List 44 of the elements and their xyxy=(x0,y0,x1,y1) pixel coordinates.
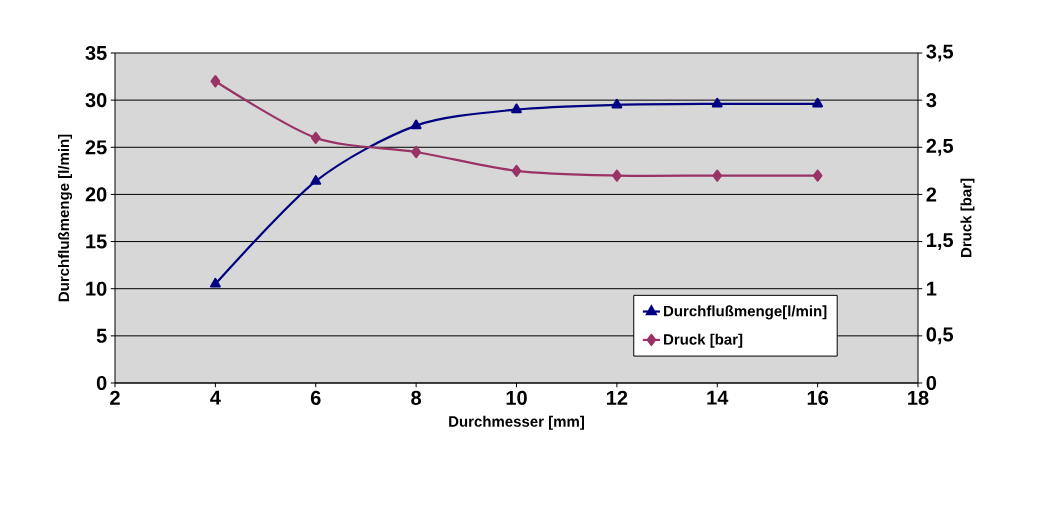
x-tick-label: 2 xyxy=(110,390,120,405)
point xyxy=(511,164,522,177)
point xyxy=(712,169,723,182)
point xyxy=(410,119,422,130)
y2-tick-label: 0,5 xyxy=(926,327,954,345)
y-tick-label: 15 xyxy=(86,234,107,249)
x-tick-label: 10 xyxy=(506,390,527,405)
y2-tick-label: 1 xyxy=(927,281,937,296)
point xyxy=(612,169,622,182)
point xyxy=(611,98,623,109)
x-tick-label: 4 xyxy=(210,390,221,405)
y2-tick-label: 2,5 xyxy=(926,138,954,156)
y2-tick-label: 3,5 xyxy=(926,44,954,62)
x-tick-label: 14 xyxy=(707,390,729,405)
point xyxy=(411,145,421,159)
x-axis-title: Durchmesser [mm] xyxy=(449,415,584,430)
y-axis-title: Durchflußmenge [l/min] xyxy=(58,134,73,302)
point xyxy=(209,277,221,288)
point xyxy=(812,97,824,108)
y-tick-label: 20 xyxy=(85,187,107,202)
y2-tick-label: 3 xyxy=(926,93,937,108)
x-tick-label: 12 xyxy=(607,390,628,405)
y-tick-label: 25 xyxy=(85,140,107,155)
y2-tick-label: 0 xyxy=(926,375,937,391)
point xyxy=(310,175,322,185)
point xyxy=(511,103,522,114)
y-tick-label: 5 xyxy=(96,328,107,343)
x-tick-label: 6 xyxy=(310,390,321,405)
x-tick-label: 8 xyxy=(411,390,422,405)
y-tick-label: 0 xyxy=(96,375,107,391)
y-tick-label: 10 xyxy=(86,281,107,296)
y2-tick-label: 1,5 xyxy=(927,233,954,250)
y2-tick-label: 2 xyxy=(926,187,937,202)
legend-label: Durchflußmenge[l/min] xyxy=(664,305,827,320)
x-tick-label: 16 xyxy=(807,390,829,405)
point xyxy=(210,75,221,88)
y-tick-label: 30 xyxy=(85,93,107,108)
point xyxy=(711,97,723,108)
point xyxy=(812,169,823,182)
y2-axis-title: Druck [bar] xyxy=(960,178,975,257)
legend-label: Druck [bar] xyxy=(664,333,743,348)
x-tick-label: 18 xyxy=(908,390,929,405)
y-tick-label: 35 xyxy=(85,45,107,61)
point xyxy=(310,131,321,144)
